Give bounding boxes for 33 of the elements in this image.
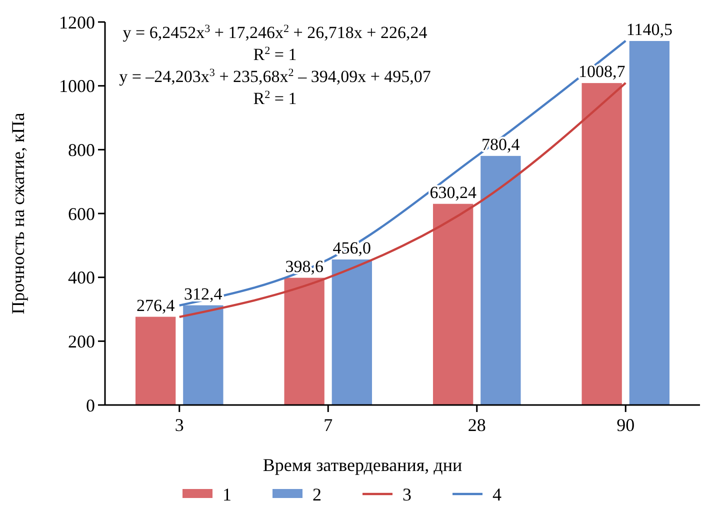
data-label: 630,24 [430,182,477,202]
bar [432,204,474,405]
data-label: 276,4 [136,296,176,315]
annotation: y = –24,203x$^{3}$ + 235,68x$^{2}$ – 394,09x + 495,07 [119,67,432,86]
y-tick-label: 200 [68,331,95,352]
y-tick-label: 600 [68,204,95,224]
x-tick-label: 90 [616,415,635,435]
data-label: 312,4 [184,284,223,304]
y-axis-title: Прочность на сжатие, кПа [8,112,28,314]
legend-label: 3 [402,484,412,504]
bar [629,40,670,405]
annotation: R$^{2}$ = 1 [253,45,297,64]
y-tick-label: 800 [68,140,95,160]
annotation: y = 6,2452x$^{3}$ + 17,246x$^{2}$ + 26,718x + 226,24 [122,23,428,42]
bar [480,156,521,405]
y-tick-label: 1000 [59,76,95,96]
bar [135,316,176,405]
x-axis-title: Время затвердевания, дни [262,455,462,475]
annotation: R$^{2}$ = 1 [253,89,297,108]
x-tick-label: 7 [324,415,333,435]
legend-label: 4 [492,484,502,504]
bar [582,83,622,405]
y-tick-label: 400 [68,268,95,288]
data-label: 1140,5 [626,20,672,39]
bar [332,259,372,405]
legend-label: 1 [222,484,232,504]
y-tick-label: 0 [86,395,95,416]
legend-label: 2 [312,484,322,504]
bar [183,305,224,405]
x-tick-label: 28 [468,415,486,435]
bar [284,278,324,405]
x-tick-label: 3 [174,415,184,435]
y-tick-label: 1200 [59,12,95,32]
